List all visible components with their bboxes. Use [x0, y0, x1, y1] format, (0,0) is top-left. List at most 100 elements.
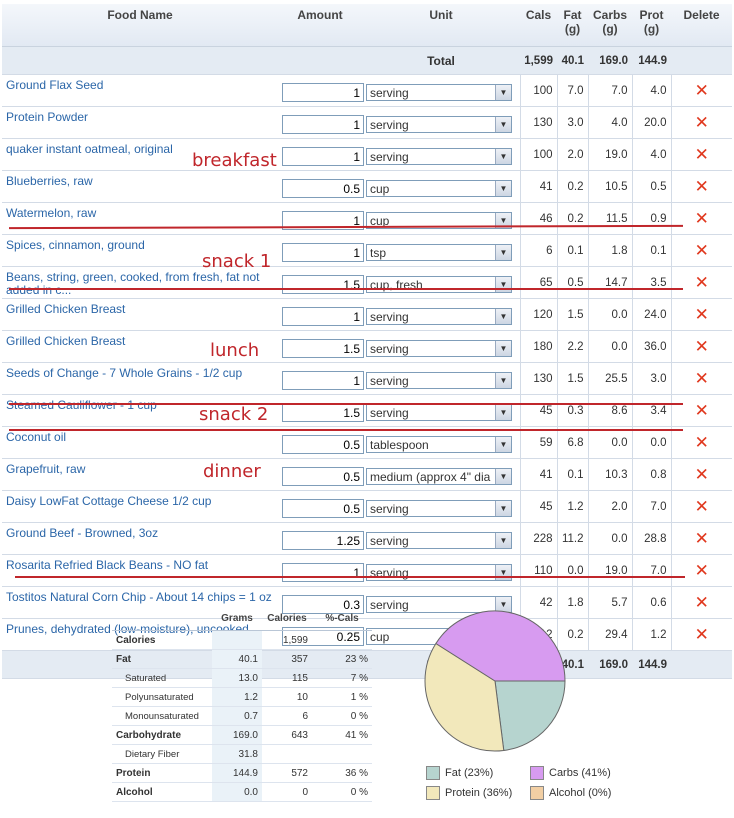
food-name-link[interactable]: Watermelon, raw	[2, 202, 278, 235]
unit-select[interactable]: serving ▼	[366, 308, 512, 325]
food-name-link[interactable]: Grilled Chicken Breast	[2, 330, 278, 363]
amount-input[interactable]	[282, 147, 364, 166]
amount-input[interactable]	[282, 179, 364, 198]
delete-x-icon[interactable]: ✕	[694, 273, 709, 292]
dropdown-arrow-icon[interactable]: ▼	[495, 213, 511, 228]
dropdown-arrow-icon[interactable]: ▼	[495, 117, 511, 132]
unit-select[interactable]: serving ▼	[366, 116, 512, 133]
food-name-link[interactable]: Seeds of Change - 7 Whole Grains - 1/2 c…	[2, 362, 278, 395]
header-fat[interactable]: Fat (g)	[557, 4, 588, 47]
food-prot: 0.0	[631, 426, 671, 459]
food-name-link[interactable]: Grapefruit, raw	[2, 458, 278, 491]
unit-select[interactable]: serving ▼	[366, 404, 512, 421]
delete-x-icon[interactable]: ✕	[694, 529, 709, 548]
delete-x-icon[interactable]: ✕	[694, 561, 709, 580]
unit-select[interactable]: serving ▼	[366, 84, 512, 101]
food-prot: 4.0	[631, 138, 671, 171]
unit-select[interactable]: serving ▼	[366, 596, 512, 613]
dropdown-arrow-icon[interactable]: ▼	[495, 405, 511, 420]
unit-select[interactable]: cup ▼	[366, 212, 512, 229]
food-name-link[interactable]: Spices, cinnamon, ground	[2, 234, 278, 267]
unit-select[interactable]: serving ▼	[366, 532, 512, 549]
dropdown-arrow-icon[interactable]: ▼	[495, 437, 511, 452]
food-fat: 0.2	[556, 618, 588, 651]
delete-x-icon[interactable]: ✕	[694, 625, 709, 644]
food-name-link[interactable]: Ground Beef - Browned, 3oz	[2, 522, 278, 555]
food-cals: 42	[519, 586, 557, 619]
food-name-link[interactable]: Blueberries, raw	[2, 170, 278, 203]
unit-select[interactable]: serving ▼	[366, 564, 512, 581]
amount-input[interactable]	[282, 243, 364, 262]
nutrition-row: Alcohol 0.0 0 0 %	[112, 782, 372, 802]
nutrition-label: Protein	[112, 763, 212, 783]
unit-select[interactable]: serving ▼	[366, 148, 512, 165]
delete-x-icon[interactable]: ✕	[694, 177, 709, 196]
dropdown-arrow-icon[interactable]: ▼	[495, 245, 511, 260]
unit-select[interactable]: serving ▼	[366, 372, 512, 389]
dropdown-arrow-icon[interactable]: ▼	[495, 149, 511, 164]
food-name-link[interactable]: Steamed Cauliflower - 1 cup	[2, 394, 278, 427]
food-name-link[interactable]: Daisy LowFat Cottage Cheese 1/2 cup	[2, 490, 278, 523]
food-prot: 0.9	[631, 202, 671, 235]
delete-x-icon[interactable]: ✕	[694, 305, 709, 324]
unit-select[interactable]: cup ▼	[366, 180, 512, 197]
amount-input[interactable]	[282, 275, 364, 294]
food-name-link[interactable]: Ground Flax Seed	[2, 74, 278, 107]
dropdown-arrow-icon[interactable]: ▼	[495, 533, 511, 548]
amount-input[interactable]	[282, 83, 364, 102]
dropdown-arrow-icon[interactable]: ▼	[495, 597, 511, 612]
delete-x-icon[interactable]: ✕	[694, 465, 709, 484]
amount-input[interactable]	[282, 435, 364, 454]
food-fat: 1.5	[556, 298, 588, 331]
amount-input[interactable]	[282, 115, 364, 134]
unit-select[interactable]: tablespoon ▼	[366, 436, 512, 453]
delete-x-icon[interactable]: ✕	[694, 209, 709, 228]
amount-input[interactable]	[282, 403, 364, 422]
food-name-link[interactable]: Rosarita Refried Black Beans - NO fat	[2, 554, 278, 587]
food-prot: 20.0	[631, 106, 671, 139]
amount-input[interactable]	[282, 467, 364, 486]
amount-input[interactable]	[282, 371, 364, 390]
dropdown-arrow-icon[interactable]: ▼	[495, 85, 511, 100]
nutrition-grams: 144.9	[212, 763, 262, 783]
delete-x-icon[interactable]: ✕	[694, 145, 709, 164]
unit-select[interactable]: tsp ▼	[366, 244, 512, 261]
food-carbs: 5.7	[587, 586, 632, 619]
delete-x-icon[interactable]: ✕	[694, 369, 709, 388]
nutrition-grams: 13.0	[212, 668, 262, 688]
dropdown-arrow-icon[interactable]: ▼	[495, 373, 511, 388]
header-amount: Amount	[278, 4, 362, 47]
dropdown-arrow-icon[interactable]: ▼	[495, 181, 511, 196]
delete-x-icon[interactable]: ✕	[694, 401, 709, 420]
dropdown-arrow-icon[interactable]: ▼	[495, 501, 511, 516]
food-name-link[interactable]: quaker instant oatmeal, original	[2, 138, 278, 171]
food-name-link[interactable]: Grilled Chicken Breast	[2, 298, 278, 331]
delete-x-icon[interactable]: ✕	[694, 593, 709, 612]
amount-input[interactable]	[282, 563, 364, 582]
unit-select[interactable]: serving ▼	[366, 340, 512, 357]
delete-x-icon[interactable]: ✕	[694, 241, 709, 260]
delete-x-icon[interactable]: ✕	[694, 113, 709, 132]
delete-x-icon[interactable]: ✕	[694, 81, 709, 100]
unit-select[interactable]: medium (approx 4" dia ▼	[366, 468, 512, 485]
amount-input[interactable]	[282, 307, 364, 326]
food-name-link[interactable]: Beans, string, green, cooked, from fresh…	[2, 266, 278, 299]
amount-input[interactable]	[282, 531, 364, 550]
dropdown-arrow-icon[interactable]: ▼	[495, 309, 511, 324]
header-prot[interactable]: Prot (g)	[632, 4, 671, 47]
food-name-link[interactable]: Coconut oil	[2, 426, 278, 459]
delete-x-icon[interactable]: ✕	[694, 337, 709, 356]
delete-x-icon[interactable]: ✕	[694, 497, 709, 516]
header-food-name[interactable]: Food Name	[2, 4, 278, 47]
unit-select[interactable]: cup, fresh ▼	[366, 276, 512, 293]
unit-select[interactable]: serving ▼	[366, 500, 512, 517]
food-fat: 2.2	[556, 330, 588, 363]
delete-x-icon[interactable]: ✕	[694, 433, 709, 452]
dropdown-arrow-icon[interactable]: ▼	[495, 469, 511, 484]
amount-input[interactable]	[282, 499, 364, 518]
food-name-link[interactable]: Protein Powder	[2, 106, 278, 139]
header-cals[interactable]: Cals	[520, 4, 557, 47]
dropdown-arrow-icon[interactable]: ▼	[495, 341, 511, 356]
header-carbs[interactable]: Carbs (g)	[588, 4, 632, 47]
amount-input[interactable]	[282, 339, 364, 358]
